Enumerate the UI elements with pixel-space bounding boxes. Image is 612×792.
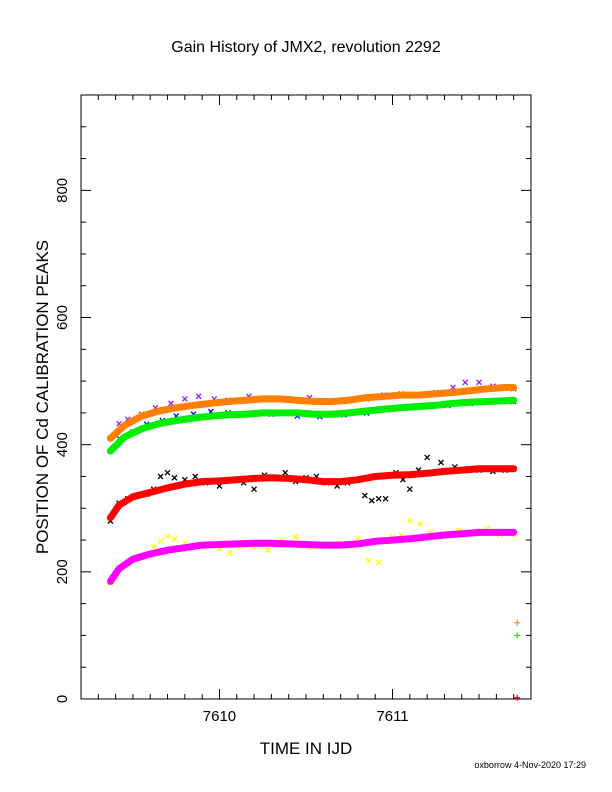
data-point-4 (375, 495, 382, 502)
data-point-4 (424, 454, 431, 461)
data-point-6 (226, 549, 233, 556)
data-point-4 (251, 486, 258, 493)
y-axis-label: POSITION OF Cd CALIBRATION PEAKS (33, 240, 52, 554)
data-point-0 (195, 393, 202, 400)
y-tick-label: 0 (54, 695, 71, 703)
data-point-0 (181, 395, 188, 402)
data-point-6 (406, 518, 413, 524)
data-point-0 (476, 379, 483, 386)
fit-curve-2 (106, 384, 518, 442)
x-axis-label: TIME IN IJD (260, 739, 353, 758)
fit-curve-5 (106, 465, 518, 522)
data-point-6 (164, 533, 171, 540)
data-point-0 (462, 379, 469, 386)
data-point-4 (164, 469, 171, 476)
chart-title: Gain History of JMX2, revolution 2292 (171, 39, 441, 56)
data-point-6 (365, 557, 372, 564)
data-point-4 (406, 486, 413, 493)
data-point-4 (192, 473, 199, 480)
data-point-4 (157, 473, 164, 480)
data-point-6 (157, 538, 164, 545)
plot-area (106, 379, 521, 701)
data-point-4 (438, 459, 444, 466)
x-tick-label: 7611 (376, 708, 408, 725)
outlier-point-9 (514, 632, 521, 639)
fit-curve-3 (106, 396, 518, 455)
data-point-6 (150, 543, 157, 550)
outlier-point-8 (514, 619, 521, 626)
outlier-point-10 (514, 694, 521, 701)
axis-ticks: 0 200 400 600 800 7610 7611 (54, 94, 531, 725)
data-point-6 (264, 547, 271, 554)
y-tick-label: 800 (54, 178, 71, 203)
data-point-4 (368, 497, 375, 504)
plot-frame (80, 94, 532, 700)
y-tick-label: 200 (54, 559, 71, 584)
data-point-6 (292, 533, 299, 540)
x-tick-label: 7610 (203, 708, 236, 725)
data-point-6 (171, 535, 178, 542)
y-tick-label: 400 (54, 432, 71, 457)
data-point-4 (282, 469, 289, 476)
fit-curve-7 (106, 528, 518, 585)
data-point-6 (375, 559, 382, 566)
data-point-4 (382, 495, 389, 502)
footer-timestamp: oxborrow 4-Nov-2020 17:29 (474, 760, 586, 770)
y-tick-label: 600 (54, 305, 71, 330)
data-point-4 (171, 474, 178, 481)
data-point-4 (361, 492, 368, 499)
data-point-6 (417, 521, 424, 528)
